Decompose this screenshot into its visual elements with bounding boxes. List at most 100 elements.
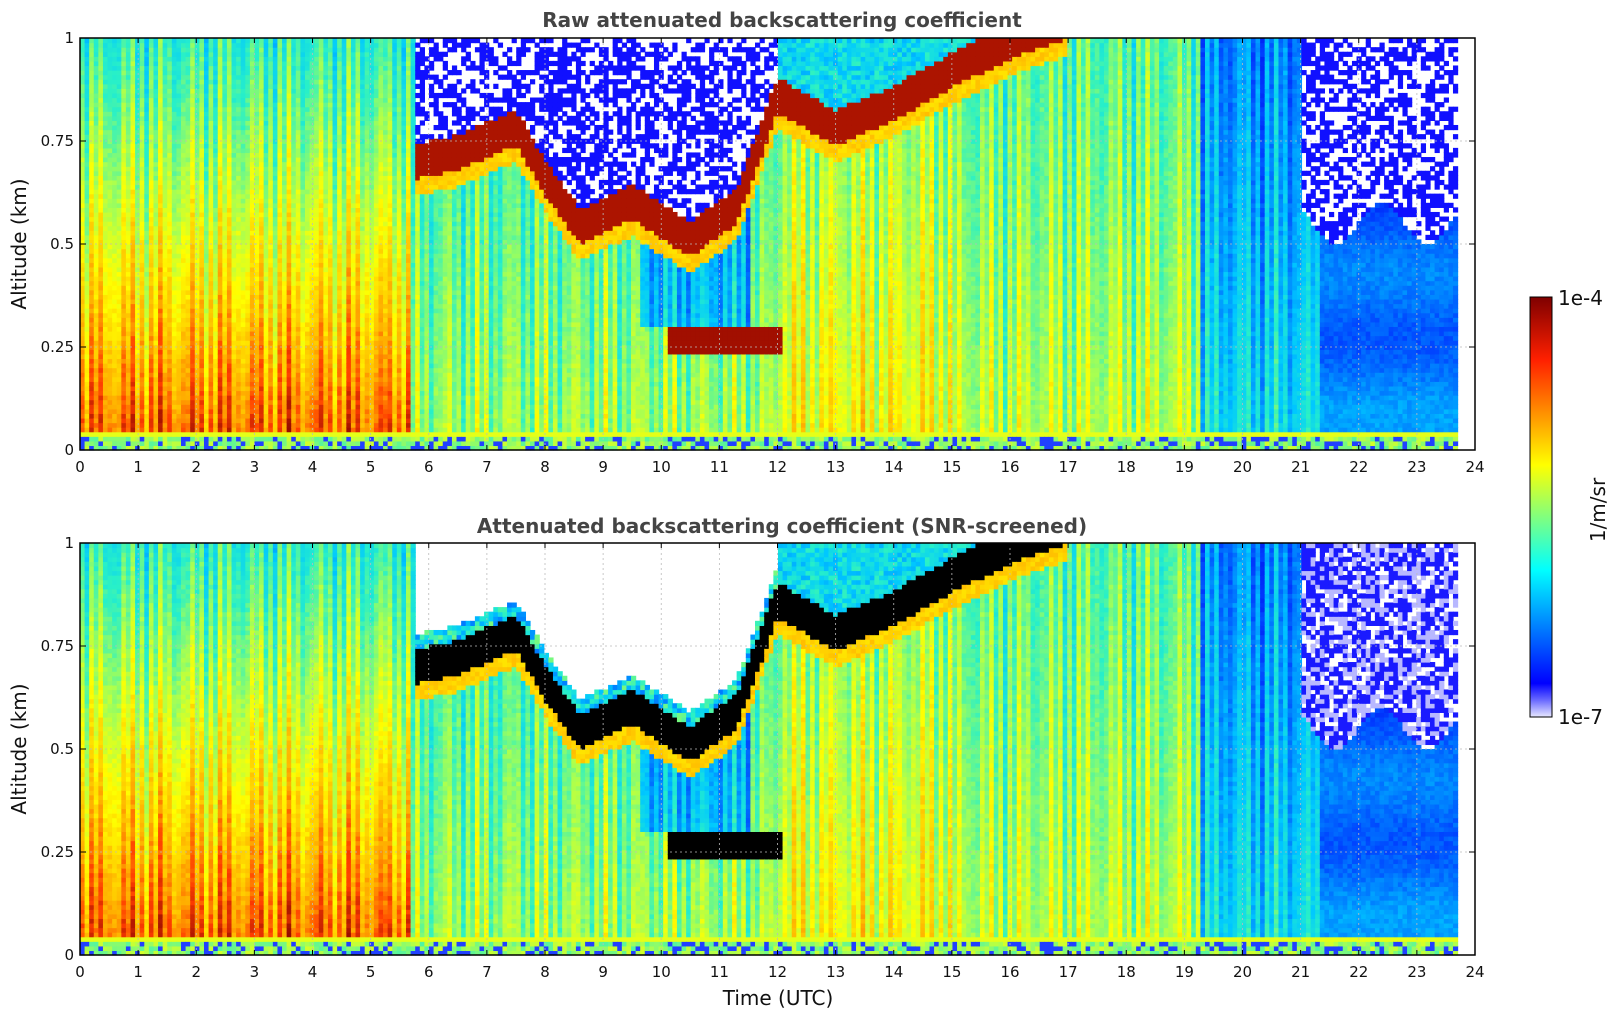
heat-cell (167, 226, 172, 231)
heat-cell (98, 203, 103, 208)
heat-cell (80, 166, 85, 171)
heat-cell (199, 116, 204, 121)
heat-cell (268, 258, 273, 263)
heat-cell (108, 56, 113, 61)
heat-cell (144, 130, 149, 135)
heat-cell (268, 331, 273, 336)
heat-cell (121, 189, 126, 194)
heat-cell (282, 390, 287, 395)
heat-cell (268, 363, 273, 368)
heat-cell (80, 102, 85, 107)
heat-cell (135, 230, 140, 235)
heat-cell (131, 111, 136, 116)
heat-cell (264, 285, 269, 290)
heat-cell (163, 349, 168, 354)
heat-cell (254, 336, 259, 341)
heat-cell (195, 52, 200, 57)
heat-cell (98, 294, 103, 299)
heat-cell (144, 436, 149, 441)
heat-cell (181, 409, 186, 414)
heat-cell (273, 198, 278, 203)
heat-cell (195, 230, 200, 235)
heat-cell (259, 166, 264, 171)
heat-cell (186, 143, 191, 148)
heat-cell (222, 317, 227, 322)
heat-cell (103, 418, 108, 423)
heat-cell (167, 171, 172, 176)
heat-cell (236, 148, 241, 153)
heat-cell (204, 372, 209, 377)
heat-cell (259, 304, 264, 309)
heat-cell (117, 189, 122, 194)
heat-cell (117, 180, 122, 185)
heat-cell (126, 125, 131, 130)
heat-cell (264, 317, 269, 322)
heat-cell (126, 400, 131, 405)
heat-cell (264, 244, 269, 249)
heat-cell (85, 166, 90, 171)
heat-cell (181, 281, 186, 286)
heat-cell (126, 441, 131, 446)
heat-cell (121, 372, 126, 377)
heat-cell (112, 221, 117, 226)
heat-cell (236, 171, 241, 176)
heat-cell (222, 166, 227, 171)
heat-cell (190, 56, 195, 61)
heat-cell (112, 157, 117, 162)
heat-cell (254, 390, 259, 395)
heat-cell (213, 423, 218, 428)
heat-cell (264, 368, 269, 373)
heat-cell (144, 207, 149, 212)
heat-cell (264, 363, 269, 368)
heat-cell (264, 162, 269, 167)
heat-cell (199, 354, 204, 359)
heat-cell (227, 340, 232, 345)
heat-cell (126, 313, 131, 318)
heat-cell (181, 322, 186, 327)
heat-cell (199, 290, 204, 295)
heat-cell (254, 207, 259, 212)
heat-cell (126, 189, 131, 194)
heat-cell (108, 166, 113, 171)
heat-cell (227, 281, 232, 286)
heat-cell (232, 281, 237, 286)
heat-cell (264, 70, 269, 75)
heat-cell (218, 102, 223, 107)
heat-cell (167, 93, 172, 98)
heat-cell (204, 235, 209, 240)
heat-cell (172, 358, 177, 363)
heat-cell (85, 152, 90, 157)
heat-cell (268, 212, 273, 217)
heat-cell (85, 368, 90, 373)
heat-cell (149, 299, 154, 304)
heat-cell (131, 436, 136, 441)
heat-cell (199, 157, 204, 162)
heat-cell (80, 331, 85, 336)
heat-cell (126, 244, 131, 249)
heat-cell (236, 61, 241, 66)
heat-cell (149, 98, 154, 103)
heat-cell (167, 308, 172, 313)
heat-cell (149, 184, 154, 189)
heat-cell (153, 299, 158, 304)
heat-cell (163, 377, 168, 382)
heat-cell (282, 212, 287, 217)
heat-cell (98, 88, 103, 93)
heat-cell (98, 377, 103, 382)
heat-cell (218, 180, 223, 185)
heat-cell (264, 381, 269, 386)
heat-cell (209, 331, 214, 336)
heat-cell (259, 381, 264, 386)
heat-cell (117, 349, 122, 354)
heat-cell (282, 258, 287, 263)
heat-cell (181, 152, 186, 157)
heat-cell (112, 134, 117, 139)
heat-cell (117, 304, 122, 309)
heat-cell (144, 432, 149, 437)
heat-cell (273, 162, 278, 167)
heat-cell (172, 134, 177, 139)
heat-cell (158, 290, 163, 295)
heat-cell (199, 326, 204, 331)
heat-cell (241, 409, 246, 414)
heat-cell (186, 340, 191, 345)
